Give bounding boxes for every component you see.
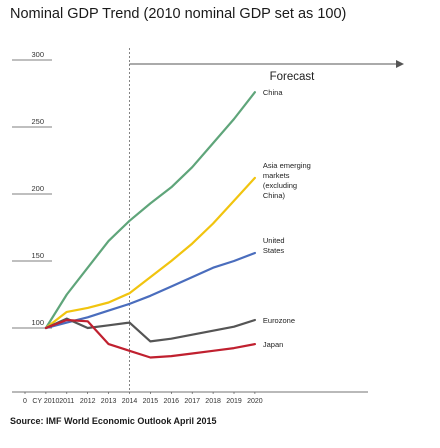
series-line-united-states — [44, 251, 256, 330]
y-tick-label-200: 200 — [31, 184, 44, 193]
y-tick-label-100: 100 — [31, 318, 44, 327]
source-note: Source: IMF World Economic Outlook April… — [10, 416, 217, 426]
x-tick-label-7: 2016 — [164, 398, 180, 405]
series-line-asia-emerging — [44, 176, 256, 330]
x-tick-label-6: 2015 — [143, 398, 159, 405]
series-line-eurozone — [44, 317, 256, 343]
series-label-japan: Japan — [263, 340, 283, 349]
x-tick-label-0: 0 — [23, 398, 27, 405]
series-label-eurozone: Eurozone — [263, 316, 295, 325]
x-tick-label-1: CY 2010 — [32, 398, 59, 405]
series-label-united-states: United States — [263, 236, 285, 255]
series-label-china: China — [263, 88, 283, 97]
x-tick-label-8: 2017 — [184, 398, 200, 405]
series-label-asia-emerging: Asia emerging markets (excluding China) — [263, 161, 311, 200]
x-tick-label-10: 2019 — [226, 398, 242, 405]
forecast-label: Forecast — [270, 71, 316, 83]
x-tick-label-9: 2018 — [205, 398, 221, 405]
x-tick-label-11: 2020 — [247, 398, 263, 405]
forecast-arrow-head — [396, 60, 404, 68]
series-line-japan — [44, 318, 256, 359]
y-tick-label-250: 250 — [31, 117, 44, 126]
y-tick-label-300: 300 — [31, 50, 44, 59]
x-tick-label-3: 2012 — [80, 398, 96, 405]
y-tick-label-150: 150 — [31, 251, 44, 260]
x-tick-label-5: 2014 — [122, 398, 138, 405]
series-line-china — [44, 91, 256, 330]
chart-title: Nominal GDP Trend (2010 nominal GDP set … — [10, 6, 347, 22]
x-tick-label-4: 2013 — [101, 398, 117, 405]
x-tick-label-2: 2011 — [59, 398, 74, 405]
